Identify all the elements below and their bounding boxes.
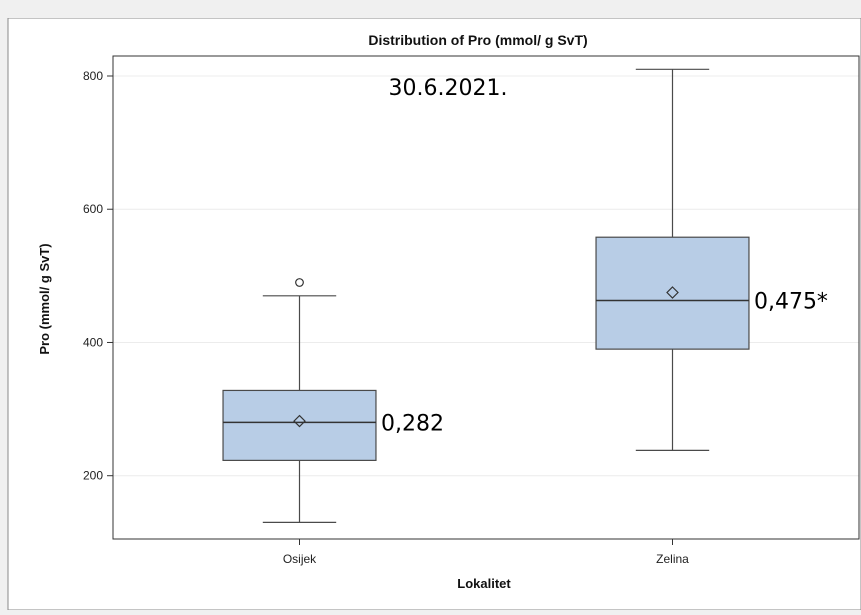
- value-label-zelina: 0,475*: [754, 289, 828, 314]
- x-tick-label: Zelina: [656, 552, 689, 566]
- y-tick-label: 600: [83, 202, 103, 216]
- top-band: [0, 0, 861, 18]
- plot-area: [112, 55, 860, 540]
- x-axis-title: Lokalitet: [457, 576, 511, 591]
- box-osijek: [222, 389, 377, 461]
- y-tick-label: 400: [83, 335, 103, 349]
- outlier-point-osijek: [295, 278, 304, 287]
- x-tick-label: Osijek: [283, 552, 317, 566]
- mean-marker-osijek: [293, 414, 306, 428]
- plot-layer: 0,282 0,475*: [222, 68, 828, 523]
- y-tick-label: 800: [83, 69, 103, 83]
- date-annotation: 30.6.2021.: [389, 76, 508, 101]
- value-label-osijek: 0,282: [381, 411, 444, 436]
- mean-marker-zelina: [666, 286, 679, 299]
- y-axis-title: Pro (mmol/ g SvT): [37, 243, 52, 354]
- chart-title: Distribution of Pro (mmol/ g SvT): [368, 32, 587, 48]
- axis-layer: 200 400 600 800 Osijek Zelina: [83, 69, 689, 566]
- box-zelina: [595, 236, 750, 350]
- y-tick-label: 200: [83, 469, 103, 483]
